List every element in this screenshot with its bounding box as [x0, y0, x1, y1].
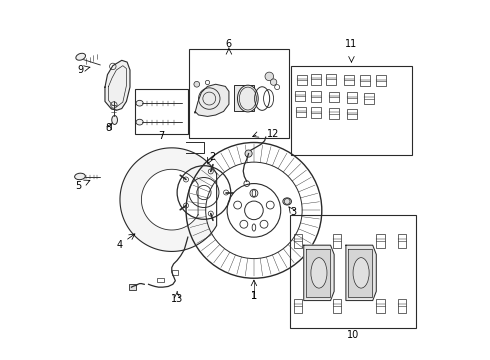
Ellipse shape [136, 119, 143, 125]
Bar [376, 299, 385, 312]
Bar [364, 93, 374, 104]
Text: 11: 11 [345, 39, 358, 49]
Circle shape [270, 79, 277, 85]
Ellipse shape [311, 258, 327, 288]
Bar [312, 74, 321, 85]
Bar [376, 75, 386, 86]
Bar [376, 234, 385, 248]
Circle shape [194, 81, 199, 87]
Polygon shape [195, 84, 229, 116]
Bar [295, 91, 305, 102]
Bar [326, 74, 336, 85]
Bar [189, 49, 289, 138]
Bar [290, 215, 416, 328]
Text: 1: 1 [251, 291, 257, 301]
Ellipse shape [74, 173, 85, 180]
Bar [347, 93, 357, 103]
Ellipse shape [283, 198, 292, 205]
Bar [292, 66, 412, 155]
Text: 5: 5 [74, 181, 81, 192]
Polygon shape [105, 60, 130, 111]
Polygon shape [346, 245, 376, 301]
Bar [360, 75, 369, 86]
Polygon shape [120, 148, 217, 251]
Text: 9: 9 [77, 65, 83, 75]
Bar [333, 299, 342, 312]
Bar [343, 75, 354, 85]
Bar [329, 108, 339, 119]
Bar [172, 270, 178, 275]
Text: 7: 7 [158, 131, 165, 141]
Bar [333, 234, 342, 248]
Polygon shape [348, 249, 372, 297]
Bar [135, 89, 188, 134]
Bar [312, 91, 321, 102]
Bar [157, 278, 164, 282]
Ellipse shape [353, 258, 369, 288]
Bar [347, 109, 357, 119]
Text: 1: 1 [251, 291, 257, 301]
Bar [129, 284, 136, 290]
Ellipse shape [112, 116, 118, 125]
Circle shape [265, 72, 273, 81]
Bar [329, 92, 339, 103]
Text: 3: 3 [290, 207, 296, 217]
Ellipse shape [76, 53, 85, 60]
Bar [398, 234, 407, 248]
Text: 13: 13 [171, 294, 183, 303]
Text: 10: 10 [347, 330, 359, 340]
Polygon shape [304, 245, 334, 301]
Bar [297, 75, 307, 85]
Text: 12: 12 [267, 129, 279, 139]
Bar [234, 85, 254, 111]
Bar [294, 234, 302, 248]
Ellipse shape [238, 85, 258, 112]
Polygon shape [306, 249, 330, 297]
Bar [294, 299, 302, 312]
Bar [312, 108, 321, 118]
Bar [398, 299, 407, 312]
Text: 8: 8 [105, 123, 112, 133]
Circle shape [245, 150, 252, 157]
Text: 6: 6 [226, 39, 232, 49]
Text: 2: 2 [209, 152, 215, 162]
Bar [296, 107, 306, 117]
Text: 4: 4 [116, 240, 122, 250]
Ellipse shape [136, 100, 143, 106]
